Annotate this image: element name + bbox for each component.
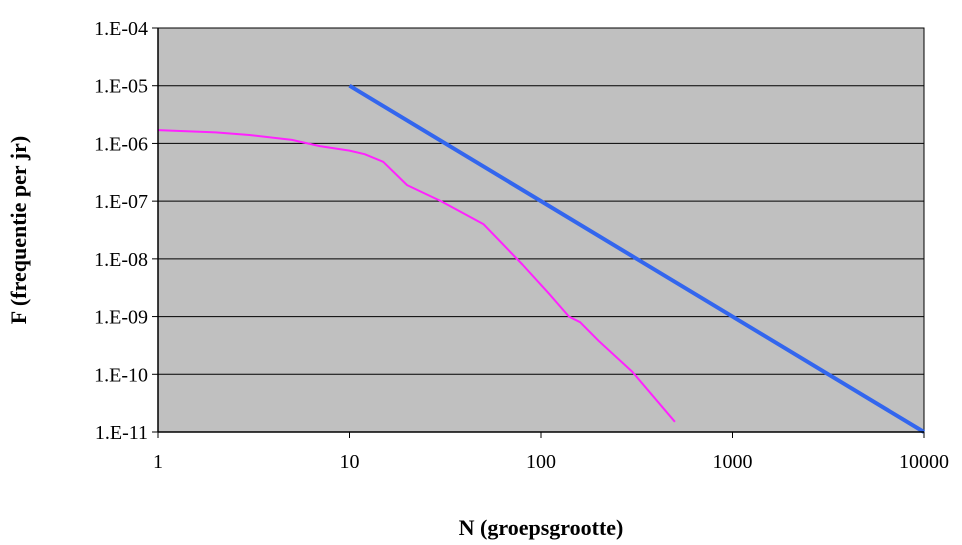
y-tick-label-6: 1.E-10 <box>94 364 148 386</box>
y-tick-label-7: 1.E-11 <box>95 422 148 444</box>
x-tick-label-3: 1000 <box>713 451 753 473</box>
x-tick-label-0: 1 <box>153 451 163 473</box>
y-tick-label-2: 1.E-06 <box>94 133 148 155</box>
y-tick-label-1: 1.E-05 <box>94 76 148 98</box>
y-axis-title: F (frequentie per jr) <box>6 136 31 324</box>
y-tick-label-0: 1.E-04 <box>94 18 148 40</box>
x-tick-label-4: 10000 <box>899 451 949 473</box>
y-tick-label-4: 1.E-08 <box>94 249 148 271</box>
x-axis-title: N (groepsgrootte) <box>459 515 624 540</box>
y-tick-label-3: 1.E-07 <box>94 191 148 213</box>
x-tick-label-2: 100 <box>526 451 556 473</box>
x-tick-label-1: 10 <box>340 451 360 473</box>
plot-area <box>158 28 924 432</box>
y-tick-label-5: 1.E-09 <box>94 307 148 329</box>
